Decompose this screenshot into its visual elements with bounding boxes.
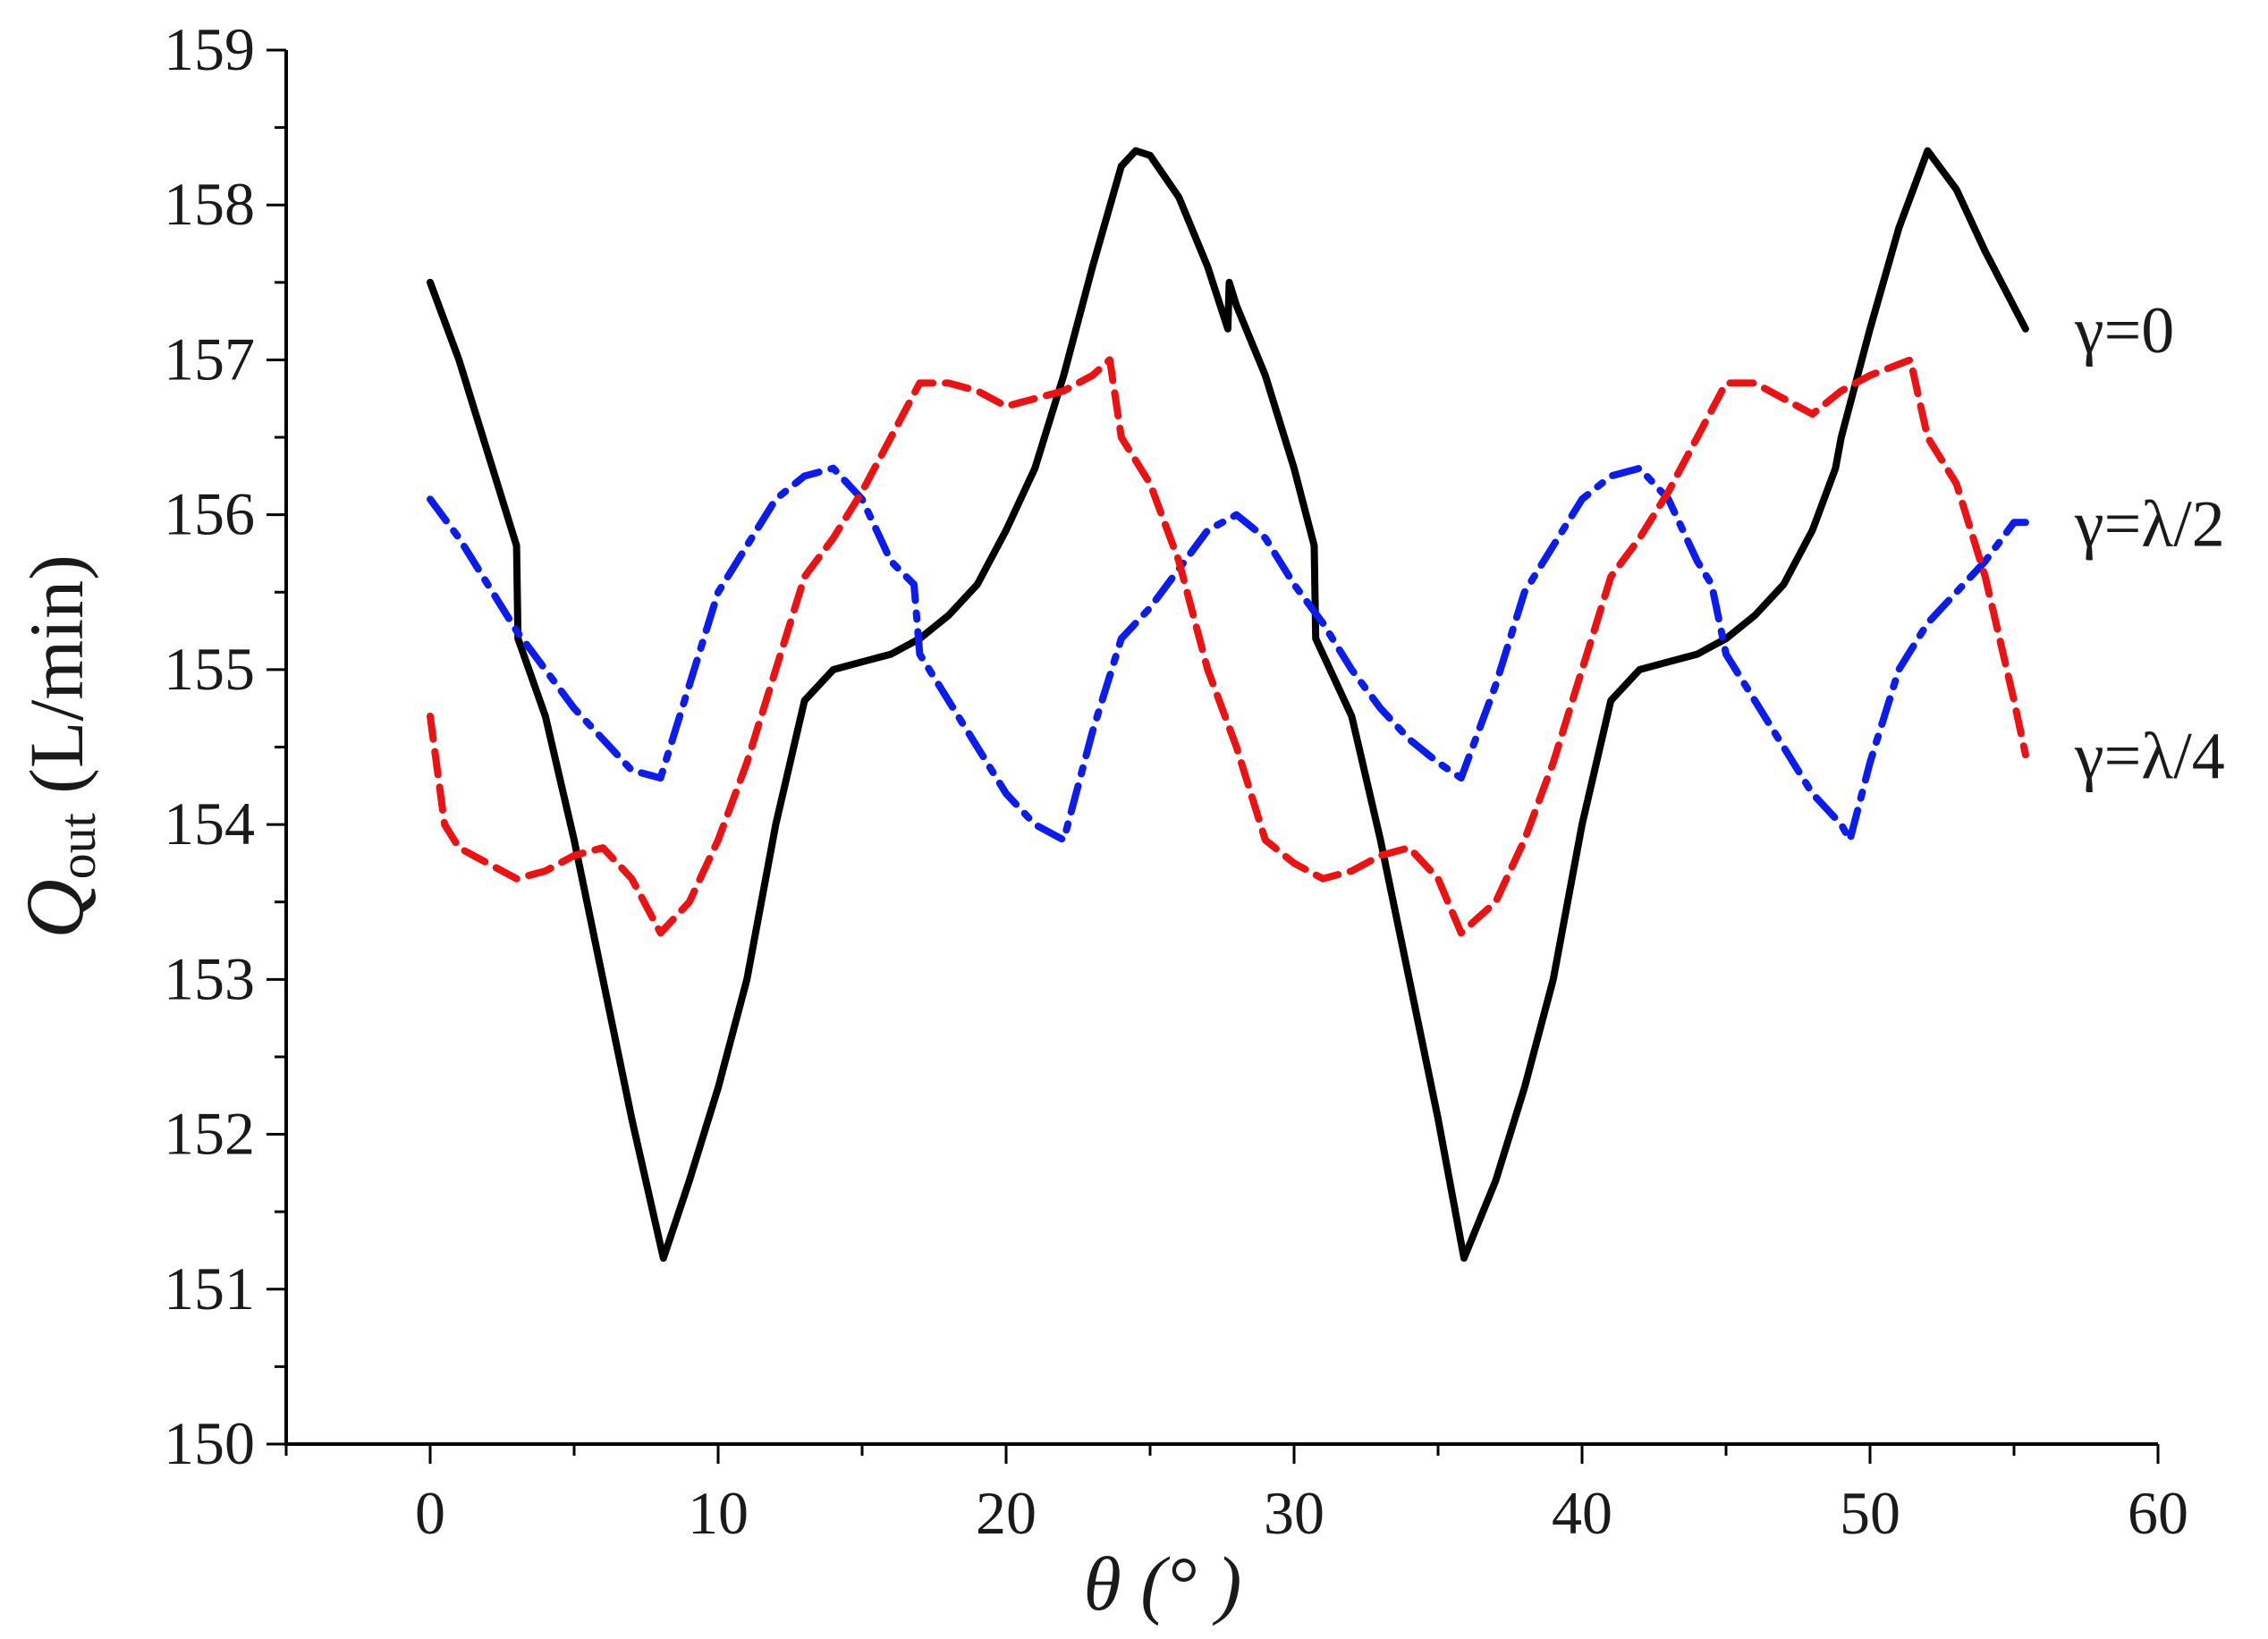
- y-tick-label: 150: [164, 1409, 255, 1477]
- legend-label-1: γ=λ/2: [2074, 487, 2225, 561]
- y-tick-label: 156: [164, 480, 255, 548]
- legend-label-0: γ=0: [2074, 294, 2174, 368]
- y-tick-label: 157: [164, 325, 255, 393]
- y-tick-label: 154: [164, 790, 255, 858]
- y-axis-title-unit: (L/min): [13, 554, 99, 813]
- x-tick-label: 60: [2128, 1479, 2188, 1547]
- x-tick-label: 50: [1840, 1479, 1900, 1547]
- y-tick-label: 158: [164, 170, 255, 238]
- y-tick-label: 155: [164, 635, 255, 703]
- series-line-1: [427, 464, 2029, 844]
- svg-text:Qout (L/min): Qout (L/min): [9, 554, 106, 939]
- legend: γ=0 γ=λ/2 γ=λ/4: [2074, 294, 2225, 793]
- plot-area: 0 10 20 30 40 50 60 15015115215315415515615715…: [164, 15, 2188, 1547]
- y-tick-label: 159: [164, 15, 255, 83]
- x-ticks: 0 10 20 30 40 50 60: [284, 1444, 2188, 1547]
- y-axis-title-sub: out: [48, 813, 106, 879]
- x-tick-label: 20: [976, 1479, 1037, 1547]
- legend-label-2: γ=λ/4: [2074, 720, 2225, 793]
- x-axis-title: θ (° ): [1084, 1541, 1242, 1626]
- series-layer: [427, 147, 2029, 1263]
- y-tick-label: 152: [164, 1100, 255, 1168]
- x-tick-label: 0: [415, 1479, 445, 1547]
- y-tick-label: 153: [164, 944, 255, 1012]
- y-axis-title-main: Q: [9, 879, 100, 938]
- y-tick-label: 151: [164, 1255, 255, 1322]
- series-line-2: [427, 356, 2029, 937]
- x-tick-label: 30: [1264, 1479, 1324, 1547]
- y-ticks: 150 151 152 153 154 155 156 157 158 159: [164, 15, 286, 1477]
- x-tick-label: 40: [1552, 1479, 1612, 1547]
- x-tick-label: 10: [688, 1479, 749, 1547]
- y-axis-title: Qout (L/min): [9, 554, 106, 939]
- series-line-0: [427, 147, 2029, 1263]
